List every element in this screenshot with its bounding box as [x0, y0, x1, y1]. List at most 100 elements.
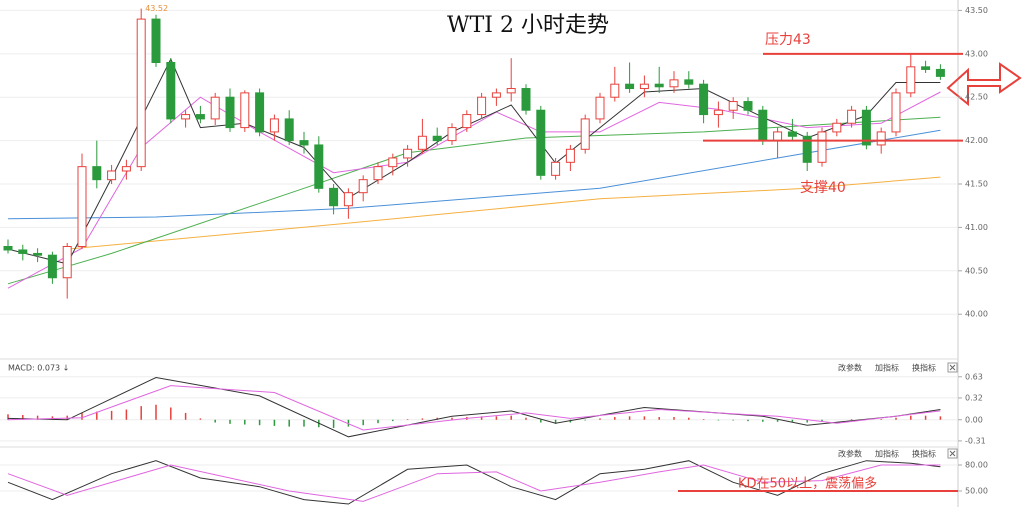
y-tick-label: -0.31: [965, 436, 986, 445]
candle-body: [935, 68, 945, 77]
candle-body: [107, 170, 117, 181]
panel-header: MACD: 0.073 ↓: [8, 364, 69, 373]
candle-body: [314, 144, 324, 189]
candle-body: [921, 66, 931, 70]
candle-body: [699, 83, 709, 116]
close-icon: [949, 450, 956, 457]
indicator-line: [7, 385, 941, 431]
candle-body: [62, 246, 72, 279]
candle-body: [77, 166, 87, 248]
candle-body: [432, 135, 442, 142]
candle-body: [388, 157, 398, 168]
indicator-line: [7, 464, 941, 502]
candle-body: [728, 101, 738, 111]
candle-body: [891, 92, 901, 133]
candle-body: [255, 92, 265, 133]
indicator-line: [7, 376, 941, 438]
candle-body: [121, 166, 131, 172]
control-button[interactable]: 改参数: [838, 363, 862, 373]
candle-body: [181, 114, 191, 120]
candle-body: [713, 109, 723, 116]
candle-body: [832, 122, 842, 133]
control-button[interactable]: 换指标: [912, 449, 936, 459]
candle-body: [33, 252, 43, 256]
candle-body: [861, 109, 871, 146]
candle-body: [625, 83, 635, 90]
candle-body: [876, 131, 886, 146]
candle-body: [743, 101, 753, 111]
indicator-line: [7, 129, 941, 220]
control-button[interactable]: 改参数: [838, 449, 862, 459]
y-tick-label: 40.50: [965, 266, 988, 275]
arrow-icon: [946, 62, 1022, 107]
candle-body: [358, 179, 368, 194]
y-tick-label: 42.00: [965, 136, 988, 145]
y-tick-label: 0.63: [965, 372, 983, 381]
y-tick-label: 80.00: [965, 461, 988, 470]
candle-body: [225, 96, 235, 129]
candle-body: [906, 66, 916, 94]
candle-body: [639, 83, 649, 90]
y-tick-label: 41.50: [965, 180, 988, 189]
candle-body: [669, 79, 679, 88]
control-button[interactable]: 加指标: [875, 363, 899, 373]
candle-body: [595, 96, 605, 120]
chart-title: WTI 2 小时走势: [447, 13, 609, 38]
y-tick-label: 43.50: [965, 6, 988, 15]
y-tick-label: 42.50: [965, 93, 988, 102]
candle-body: [210, 96, 220, 120]
candle-body: [151, 18, 161, 63]
candle-body: [610, 83, 620, 98]
candle-body: [299, 140, 309, 146]
candle-body: [536, 109, 546, 176]
candle-body: [47, 254, 57, 279]
candle-body: [284, 118, 294, 142]
y-tick-label: 0.00: [965, 415, 983, 424]
annotation: KD在50以上，震荡偏多: [738, 476, 877, 492]
candle-body: [491, 92, 501, 98]
annotation: 压力43: [765, 32, 811, 48]
candle-body: [92, 166, 102, 181]
candle-body: [565, 148, 575, 163]
candle-body: [18, 249, 28, 254]
y-tick-label: 0.32: [965, 393, 983, 402]
candle-body: [773, 131, 783, 142]
candle-body: [447, 127, 457, 142]
candle-body: [580, 118, 590, 150]
candle-body: [477, 96, 487, 116]
candle-body: [3, 246, 13, 251]
control-button[interactable]: 换指标: [912, 363, 936, 373]
candle-body: [521, 88, 531, 111]
y-tick-label: 50.00: [965, 486, 988, 495]
candle-body: [417, 135, 427, 150]
candle-body: [136, 18, 146, 168]
indicator-line: [7, 57, 941, 265]
candle-body: [343, 192, 353, 207]
candle-body: [240, 92, 250, 129]
candle-body: [166, 61, 176, 120]
control-button[interactable]: 加指标: [875, 449, 899, 459]
y-tick-label: 41.00: [965, 223, 988, 232]
candle-body: [654, 83, 664, 88]
candle-body: [758, 109, 768, 142]
candle-body: [403, 148, 413, 159]
candle-body: [684, 79, 694, 85]
y-tick-label: 40.00: [965, 310, 988, 319]
max-label: 43.52: [145, 4, 168, 13]
annotation: 支撑40: [800, 180, 846, 196]
candle-body: [787, 131, 797, 137]
candle-body: [373, 166, 383, 181]
y-tick-label: 43.00: [965, 49, 988, 58]
candle-body: [195, 114, 205, 120]
candle-body: [269, 118, 279, 133]
indicator-line: [67, 176, 941, 250]
candle-body: [802, 135, 812, 163]
candle-body: [847, 109, 857, 124]
candle-body: [329, 187, 339, 207]
candle-body: [817, 131, 827, 163]
candle-body: [462, 114, 472, 129]
close-icon: [949, 364, 956, 371]
candle-body: [506, 88, 516, 94]
